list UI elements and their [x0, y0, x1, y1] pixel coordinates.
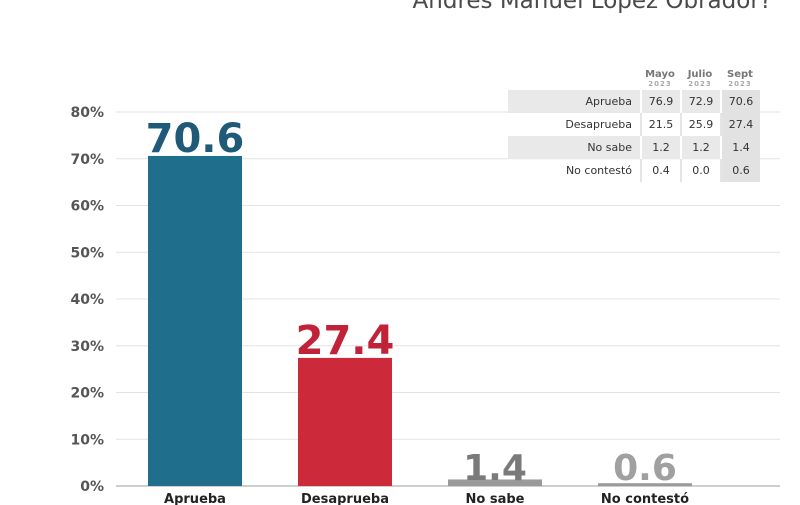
bars	[148, 155, 692, 486]
y-tick-label: 0%	[80, 479, 104, 495]
history-table-corner	[508, 68, 640, 90]
y-tick-label: 70%	[70, 152, 104, 168]
table-cell: 21.5	[640, 113, 680, 136]
table-cell: 0.6	[720, 159, 760, 182]
category-label: Aprueba	[164, 492, 226, 505]
column-year: 2023	[728, 80, 752, 88]
row-label: No contestó	[565, 164, 632, 177]
chart-title: Andrés Manuel López Obrador?	[412, 0, 772, 14]
value-labels: 70.6 27.4 1.4 0.6	[146, 116, 677, 489]
table-cell: 27.4	[720, 113, 760, 136]
y-tick-label: 10%	[70, 432, 104, 448]
table-cell: 0.0	[680, 159, 720, 182]
column-header: Julio 2023	[680, 68, 720, 90]
value-label: 70.6	[146, 116, 245, 162]
table-cell: 70.6	[720, 90, 760, 113]
row-label: Desaprueba	[565, 118, 632, 131]
table-cell: 72.9	[680, 90, 720, 113]
bar-no-contestó	[598, 483, 692, 486]
row-label: No sabe	[508, 136, 640, 159]
table-cell: 76.9	[640, 90, 680, 113]
value-label: 0.6	[613, 448, 677, 489]
table-row: No contestó 0.4 0.0 0.6	[508, 159, 760, 182]
table-cell: 0.4	[640, 159, 680, 182]
bar-desaprueba	[298, 357, 392, 486]
column-header: Mayo 2023	[640, 68, 680, 90]
table-cell: 1.2	[640, 136, 680, 159]
history-table-header: Mayo 2023 Julio 2023 Sept 2023	[508, 68, 760, 90]
value-label: 1.4	[463, 448, 527, 489]
column-header: Sept 2023	[720, 68, 760, 90]
bar-no-sabe	[448, 479, 542, 486]
table-cell: 1.4	[720, 136, 760, 159]
row-label: Aprueba	[508, 90, 640, 113]
y-tick-label: 80%	[70, 105, 104, 121]
history-table: Mayo 2023 Julio 2023 Sept 2023 Aprueba 76.9…	[508, 68, 760, 182]
table-row: Aprueba 76.9 72.9 70.6	[508, 90, 760, 113]
y-tick-label: 40%	[70, 292, 104, 308]
y-tick-label: 60%	[70, 199, 104, 215]
table-row: Desaprueba 21.5 25.9 27.4	[508, 113, 760, 136]
category-label: No contestó	[601, 492, 689, 505]
bar-aprueba	[148, 155, 242, 486]
column-month: Sept	[727, 69, 753, 80]
column-year: 2023	[648, 80, 672, 88]
y-axis-ticks: 0% 10% 20% 30% 40% 50% 60% 70% 80%	[70, 105, 104, 495]
y-tick-label: 30%	[70, 339, 104, 355]
y-tick-label: 50%	[70, 245, 104, 261]
history-table-container: Mayo 2023 Julio 2023 Sept 2023 Aprueba 76.9…	[508, 68, 760, 182]
category-label: No sabe	[466, 492, 525, 505]
value-label: 27.4	[296, 318, 395, 364]
column-month: Mayo	[645, 69, 675, 80]
table-cell: 25.9	[680, 113, 720, 136]
table-row: No sabe 1.2 1.2 1.4	[508, 136, 760, 159]
category-labels: Aprueba Desaprueba No sabe No contestó	[164, 492, 689, 505]
column-year: 2023	[688, 80, 712, 88]
column-month: Julio	[687, 69, 713, 80]
table-cell: 1.2	[680, 136, 720, 159]
y-tick-label: 20%	[70, 386, 104, 402]
category-label: Desaprueba	[301, 492, 389, 505]
